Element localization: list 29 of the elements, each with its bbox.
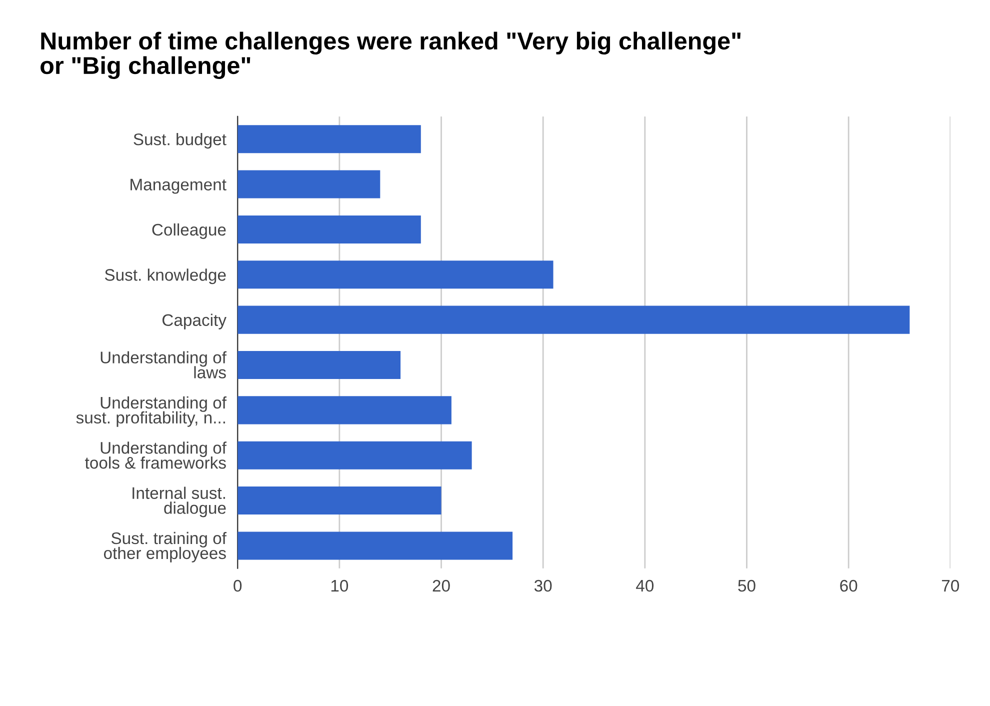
x-tick-label: 0: [234, 580, 242, 592]
y-tick-label: Internal sust. dialogue: [132, 486, 226, 518]
bar: [238, 396, 452, 424]
bar: [238, 260, 554, 289]
y-tick-label: Sust. training of other employees: [104, 532, 227, 562]
x-tick-label: 60: [840, 580, 858, 592]
x-tick-label: 10: [331, 580, 348, 592]
bar: [238, 170, 380, 198]
bar: [238, 441, 472, 470]
chart-title: Number of time challenges were ranked "Very big challenge" or "Big challenge": [40, 32, 740, 80]
y-tick-label: Management: [130, 178, 226, 194]
y-tick-label: Sust. knowledge: [104, 268, 226, 284]
x-tick-label: 70: [942, 580, 960, 592]
bar: [238, 306, 910, 334]
bar: [238, 532, 513, 560]
bar: [238, 486, 442, 515]
x-tick-label: 30: [534, 580, 552, 592]
y-tick-label: Sust. budget: [134, 133, 226, 149]
bar: [238, 215, 421, 244]
bar: [238, 125, 421, 154]
y-tick-label: Capacity: [162, 314, 226, 330]
y-tick-label: Understanding of sust. profitability, n...: [76, 396, 227, 427]
y-tick-label: Colleague: [152, 223, 226, 239]
bar: [238, 350, 401, 380]
y-tick-label: Understanding of laws: [100, 351, 227, 378]
x-tick-label: 50: [738, 580, 756, 592]
y-tick-label: Understanding of tools & frameworks: [85, 442, 227, 469]
x-tick-label: 40: [636, 580, 654, 592]
x-tick-label: 20: [432, 580, 450, 592]
